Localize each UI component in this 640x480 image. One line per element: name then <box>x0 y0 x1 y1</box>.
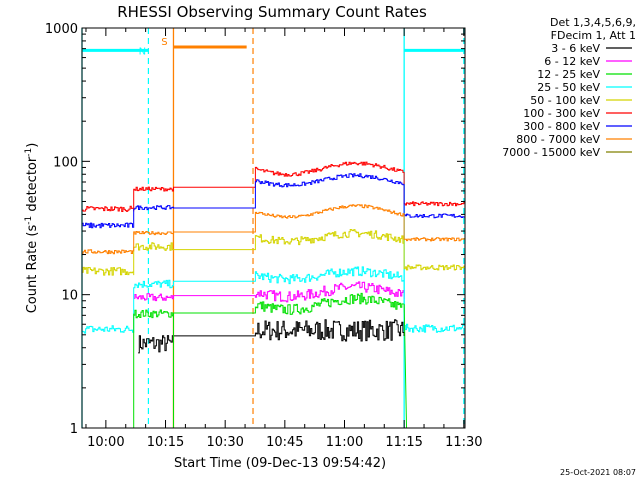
y-tick-label: 1 <box>70 422 78 437</box>
x-axis: 10:00 10:15 10:30 10:45 11:00 11:15 11:30 <box>85 28 483 450</box>
y-axis-label-main: Count Rate (s <box>25 225 40 314</box>
x-tick-label: 10:15 <box>147 435 184 450</box>
y-tick-label: 1000 <box>45 22 78 37</box>
legend-entry-label: 800 - 7000 keV <box>516 133 600 146</box>
x-tick-label: 11:30 <box>445 435 482 450</box>
night-flag-label: N <box>139 46 146 57</box>
y-axis-label-sup2: -1 <box>24 148 34 157</box>
series-line-800-7000-kev <box>82 204 466 255</box>
chart-title: RHESSI Observing Summary Count Rates <box>117 3 427 21</box>
legend-entry-label: 100 - 300 keV <box>523 107 600 120</box>
series-line-6-12-kev <box>133 281 405 303</box>
generation-timestamp: 25-Oct-2021 08:07 <box>560 468 636 477</box>
legend-entry-label: 3 - 6 keV <box>551 42 600 55</box>
series-line-3-6-kev <box>138 319 405 354</box>
series-line-100-300-kev <box>82 161 466 212</box>
plot-area: NS <box>81 28 466 429</box>
y-axis-label-mid: detector <box>25 156 40 216</box>
x-tick-label: 11:00 <box>326 435 363 450</box>
series-line-300-800-kev <box>82 173 466 229</box>
y-axis-label: Count Rate (s-1 detector-1) <box>24 143 40 314</box>
y-tick-label: 10 <box>61 289 78 304</box>
x-tick-label: 10:45 <box>266 435 303 450</box>
y-axis-label-sup1: -1 <box>24 216 34 225</box>
legend-header: FDecim 1, Att 1 <box>551 29 636 42</box>
legend-entry-label: 25 - 50 keV <box>537 81 600 94</box>
legend-entry-label: 12 - 25 keV <box>537 68 600 81</box>
x-tick-label: 10:00 <box>87 435 124 450</box>
series-line-50-100-kev <box>82 229 466 276</box>
x-tick-label: 11:15 <box>385 435 422 450</box>
x-axis-label: Start Time (09-Dec-13 09:54:42) <box>174 456 386 471</box>
saa-flag-label: S <box>161 37 167 48</box>
y-tick-label: 100 <box>53 155 78 170</box>
legend-entry-label: 7000 - 15000 keV <box>502 146 600 159</box>
legend-entry-label: 300 - 800 keV <box>523 120 600 133</box>
series-edge-12-25-kev <box>403 304 408 429</box>
legend-entry-label: 6 - 12 keV <box>544 55 600 68</box>
legend-header: Det 1,3,4,5,6,9, <box>550 16 636 29</box>
legend-entry-label: 50 - 100 keV <box>530 94 600 107</box>
y-axis-label-end: ) <box>25 143 40 148</box>
x-tick-label: 10:30 <box>206 435 243 450</box>
plot-frame <box>81 27 466 429</box>
series-line-12-25-kev <box>133 292 405 319</box>
series-line-25-50-kev <box>82 266 466 334</box>
legend: Det 1,3,4,5,6,9,FDecim 1, Att 13 - 6 keV… <box>502 16 636 159</box>
